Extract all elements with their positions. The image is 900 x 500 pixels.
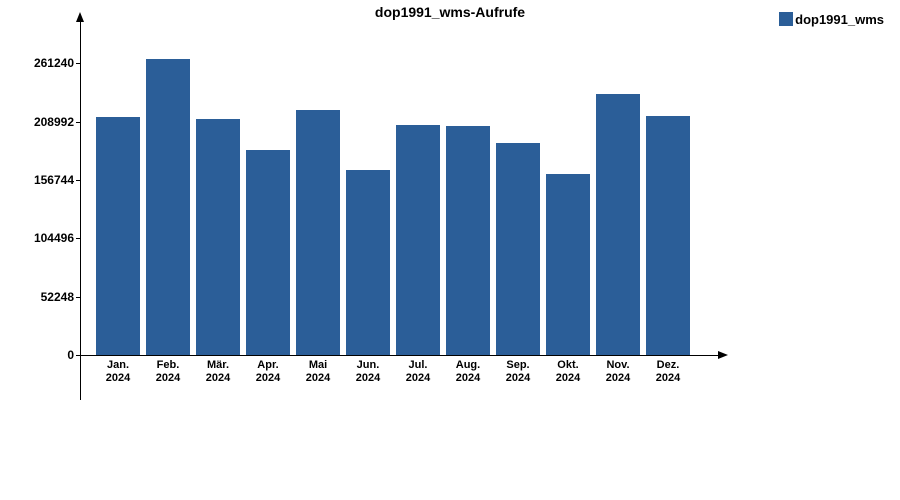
- y-axis-arrow-icon: [76, 12, 84, 22]
- bar: [346, 170, 390, 355]
- bar: [496, 143, 540, 355]
- legend-label: dop1991_wms: [795, 12, 884, 27]
- y-tick-mark: [76, 180, 80, 181]
- legend: dop1991_wms: [779, 12, 884, 27]
- y-tick-mark: [76, 238, 80, 239]
- x-axis: [80, 355, 720, 356]
- x-axis-arrow-icon: [718, 351, 728, 359]
- bar: [196, 119, 240, 355]
- chart-title: dop1991_wms-Aufrufe: [0, 4, 900, 20]
- x-tick-label: Nov.2024: [606, 359, 630, 384]
- y-tick-mark: [76, 355, 80, 356]
- y-axis: [80, 20, 81, 400]
- bar: [146, 59, 190, 355]
- bar-chart: dop1991_wms-Aufrufe dop1991_wms 05224810…: [0, 0, 900, 500]
- y-tick-label: 261240: [34, 56, 74, 70]
- y-tick-mark: [76, 122, 80, 123]
- y-tick-mark: [76, 297, 80, 298]
- x-tick-label: Jul.2024: [406, 359, 430, 384]
- y-tick-label: 104496: [34, 231, 74, 245]
- x-tick-label: Feb.2024: [156, 359, 180, 384]
- y-tick-label: 208992: [34, 115, 74, 129]
- bar: [546, 174, 590, 355]
- x-tick-label: Dez.2024: [656, 359, 680, 384]
- x-tick-label: Aug.2024: [456, 359, 480, 384]
- plot-area: 052248104496156744208992261240Jan.2024Fe…: [80, 20, 720, 400]
- bar: [646, 116, 690, 355]
- legend-swatch: [779, 12, 793, 26]
- bar: [596, 94, 640, 355]
- y-tick-label: 0: [67, 348, 74, 362]
- bar: [96, 117, 140, 355]
- bar: [246, 150, 290, 355]
- x-tick-label: Apr.2024: [256, 359, 280, 384]
- x-tick-label: Mär.2024: [206, 359, 230, 384]
- x-tick-label: Jan.2024: [106, 359, 130, 384]
- y-tick-label: 52248: [41, 290, 74, 304]
- x-tick-label: Sep.2024: [506, 359, 530, 384]
- bar: [446, 126, 490, 355]
- x-tick-label: Okt.2024: [556, 359, 580, 384]
- x-tick-label: Jun.2024: [356, 359, 380, 384]
- x-tick-label: Mai2024: [306, 359, 330, 384]
- y-tick-label: 156744: [34, 173, 74, 187]
- bar: [396, 125, 440, 355]
- y-tick-mark: [76, 63, 80, 64]
- bar: [296, 110, 340, 355]
